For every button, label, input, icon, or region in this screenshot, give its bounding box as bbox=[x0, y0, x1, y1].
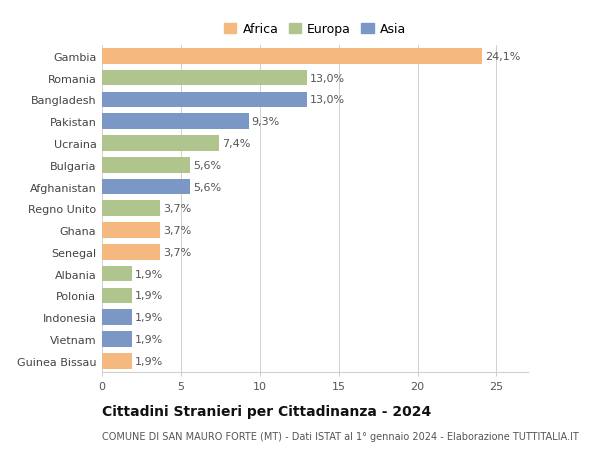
Bar bbox=[102, 49, 482, 65]
Bar bbox=[102, 331, 132, 347]
Text: 24,1%: 24,1% bbox=[485, 52, 520, 62]
Bar bbox=[102, 157, 190, 173]
Bar bbox=[102, 136, 219, 151]
Bar bbox=[102, 92, 307, 108]
Bar bbox=[102, 114, 249, 130]
Bar bbox=[102, 310, 132, 325]
Text: 3,7%: 3,7% bbox=[163, 225, 191, 235]
Text: 3,7%: 3,7% bbox=[163, 204, 191, 214]
Text: 13,0%: 13,0% bbox=[310, 73, 345, 84]
Text: 1,9%: 1,9% bbox=[135, 291, 163, 301]
Legend: Africa, Europa, Asia: Africa, Europa, Asia bbox=[220, 20, 410, 40]
Bar bbox=[102, 223, 160, 238]
Text: 5,6%: 5,6% bbox=[193, 182, 221, 192]
Bar bbox=[102, 71, 307, 86]
Text: 13,0%: 13,0% bbox=[310, 95, 345, 105]
Text: 1,9%: 1,9% bbox=[135, 313, 163, 323]
Bar bbox=[102, 201, 160, 217]
Text: 5,6%: 5,6% bbox=[193, 160, 221, 170]
Bar bbox=[102, 353, 132, 369]
Text: 1,9%: 1,9% bbox=[135, 356, 163, 366]
Bar bbox=[102, 179, 190, 195]
Text: 3,7%: 3,7% bbox=[163, 247, 191, 257]
Bar bbox=[102, 288, 132, 303]
Bar bbox=[102, 266, 132, 282]
Text: 7,4%: 7,4% bbox=[221, 139, 250, 149]
Text: 1,9%: 1,9% bbox=[135, 269, 163, 279]
Bar bbox=[102, 245, 160, 260]
Text: Cittadini Stranieri per Cittadinanza - 2024: Cittadini Stranieri per Cittadinanza - 2… bbox=[102, 404, 431, 418]
Text: 9,3%: 9,3% bbox=[251, 117, 280, 127]
Text: 1,9%: 1,9% bbox=[135, 334, 163, 344]
Text: COMUNE DI SAN MAURO FORTE (MT) - Dati ISTAT al 1° gennaio 2024 - Elaborazione TU: COMUNE DI SAN MAURO FORTE (MT) - Dati IS… bbox=[102, 431, 579, 442]
